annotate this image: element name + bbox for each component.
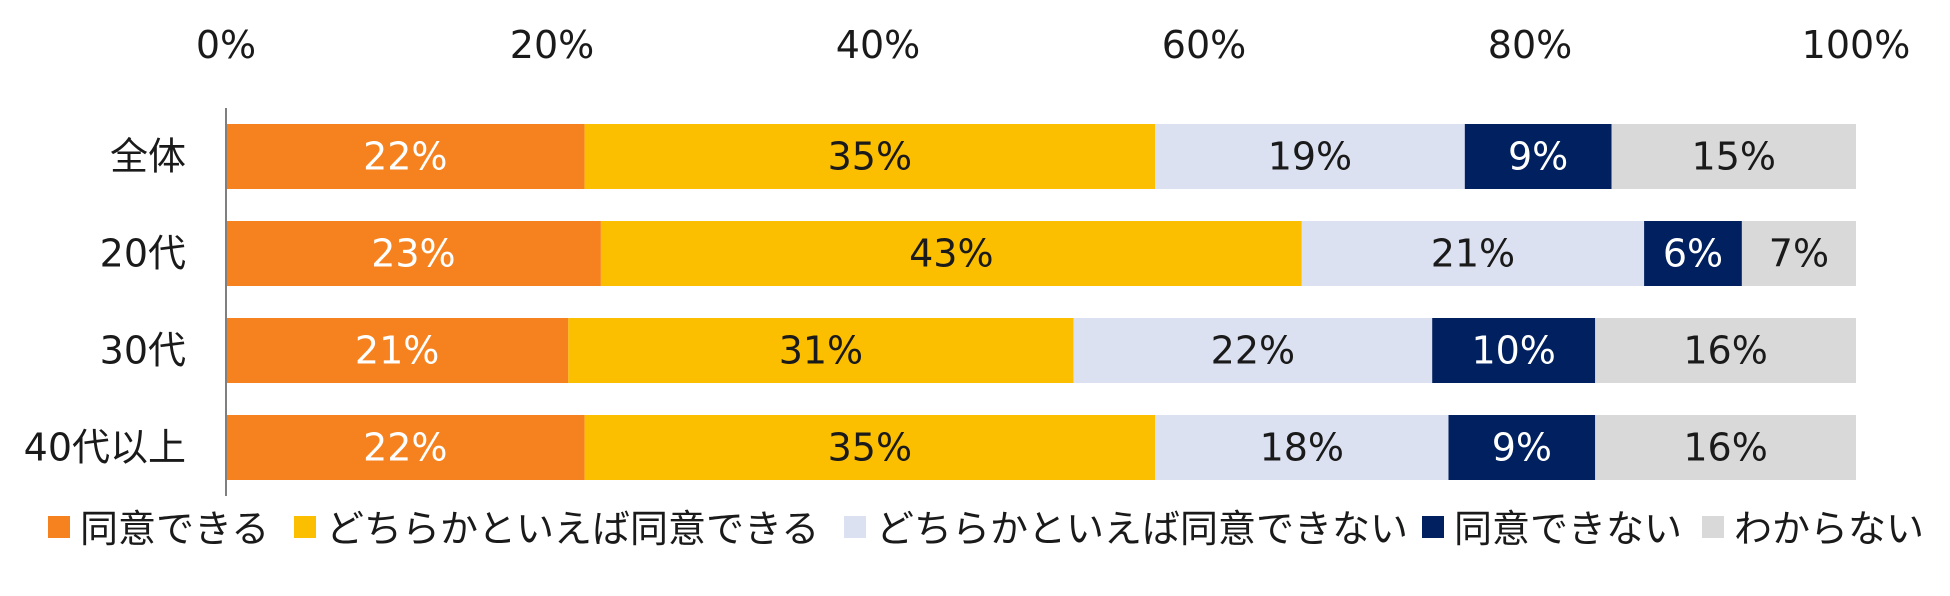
bar-segment — [584, 124, 1156, 189]
data-label: 31% — [779, 329, 863, 373]
data-label: 35% — [828, 135, 912, 179]
category-label: 30代 — [100, 329, 186, 373]
data-label: 16% — [1683, 426, 1767, 470]
legend-swatch — [48, 516, 70, 538]
bar-segment — [1464, 124, 1612, 189]
data-label: 19% — [1268, 135, 1352, 179]
legend-label: 同意できない — [1454, 507, 1682, 551]
data-label: 35% — [828, 426, 912, 470]
bar-segment — [226, 415, 585, 480]
x-tick-label: 80% — [1488, 23, 1572, 67]
x-tick-label: 20% — [510, 23, 594, 67]
data-label: 21% — [355, 329, 439, 373]
bar-segment — [1432, 318, 1596, 383]
x-tick-label: 100% — [1802, 23, 1911, 67]
data-label: 22% — [363, 135, 447, 179]
bar-segment — [226, 221, 601, 286]
data-label: 10% — [1471, 329, 1555, 373]
data-label: 18% — [1260, 426, 1344, 470]
legend-swatch — [294, 516, 316, 538]
bar-segment — [568, 318, 1074, 383]
category-label: 全体 — [110, 135, 186, 179]
bar-segment — [1595, 318, 1856, 383]
category-label: 40代以上 — [24, 426, 186, 470]
bar-segment — [1301, 221, 1645, 286]
data-label: 15% — [1692, 135, 1776, 179]
data-label: 6% — [1663, 232, 1723, 276]
data-label: 9% — [1508, 135, 1568, 179]
x-tick-label: 0% — [196, 23, 256, 67]
legend-swatch — [1702, 516, 1724, 538]
x-tick-label: 40% — [836, 23, 920, 67]
legend-label: どちらかといえば同意できる — [326, 507, 819, 551]
bar-segment — [226, 318, 569, 383]
data-label: 7% — [1769, 232, 1829, 276]
x-axis-ticks: 0% 20% 40% 60% 80% 100% — [196, 23, 1910, 67]
legend-swatch — [844, 516, 866, 538]
x-tick-label: 60% — [1162, 23, 1246, 67]
data-label: 16% — [1683, 329, 1767, 373]
bars-group: 22% 35% 19% 9% 15% 23% 43% 21% 6% 7% 21% 31% 22% 10% 1… — [226, 124, 1856, 480]
bar-segment — [1741, 221, 1856, 286]
bar-segment — [1448, 415, 1596, 480]
bar-segment — [584, 415, 1156, 480]
data-label: 23% — [371, 232, 455, 276]
legend-swatch — [1422, 516, 1444, 538]
data-label: 22% — [1211, 329, 1295, 373]
bar-segment — [1073, 318, 1433, 383]
category-label: 20代 — [100, 232, 186, 276]
bar-segment — [1644, 221, 1742, 286]
bar-segment — [1595, 415, 1856, 480]
bar-segment — [1611, 124, 1856, 189]
data-label: 22% — [363, 426, 447, 470]
bar-segment — [1155, 415, 1449, 480]
bar-segment — [600, 221, 1302, 286]
legend-label: どちらかといえば同意できない — [876, 507, 1408, 551]
category-labels: 全体 20代 30代 40代以上 — [24, 135, 186, 470]
data-label: 21% — [1431, 232, 1515, 276]
bar-segment — [226, 124, 585, 189]
data-label: 9% — [1492, 426, 1552, 470]
data-label: 43% — [909, 232, 993, 276]
legend-label: わからない — [1734, 507, 1924, 551]
bar-segment — [1155, 124, 1465, 189]
legend: 同意できる どちらかといえば同意できる どちらかといえば同意できない 同意できない わか… — [48, 507, 1924, 551]
legend-label: 同意できる — [80, 507, 269, 551]
